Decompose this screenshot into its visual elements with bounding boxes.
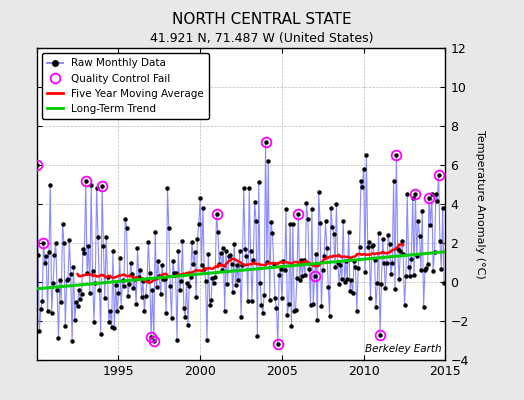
Legend: Raw Monthly Data, Quality Control Fail, Five Year Moving Average, Long-Term Tren: Raw Monthly Data, Quality Control Fail, …	[42, 53, 209, 119]
Y-axis label: Temperature Anomaly (°C): Temperature Anomaly (°C)	[475, 130, 485, 278]
Text: Berkeley Earth: Berkeley Earth	[365, 344, 441, 354]
Text: NORTH CENTRAL STATE: NORTH CENTRAL STATE	[172, 12, 352, 27]
Text: 41.921 N, 71.487 W (United States): 41.921 N, 71.487 W (United States)	[150, 32, 374, 45]
